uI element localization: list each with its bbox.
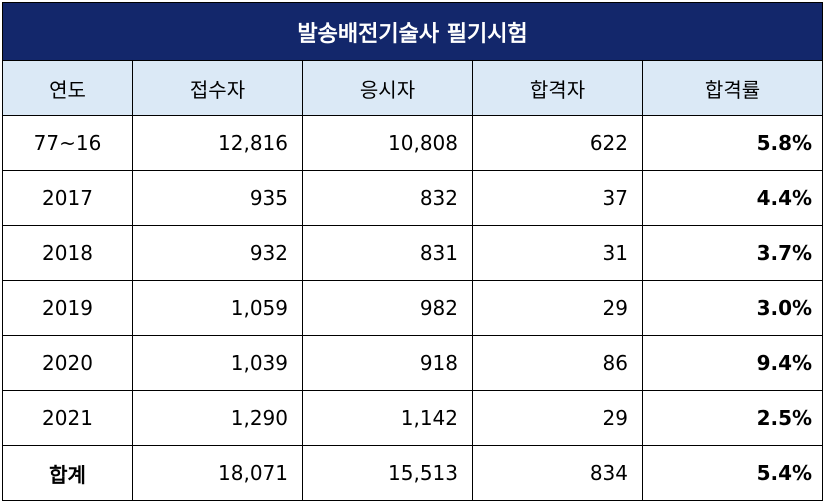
cell-year: 2019 bbox=[2, 280, 133, 336]
cell-examinees: 832 bbox=[302, 170, 473, 226]
table-row: 2019 1,059 982 29 3.0% bbox=[2, 280, 824, 336]
cell-examinees: 982 bbox=[302, 280, 473, 336]
cell-total-pass-rate: 5.4% bbox=[641, 445, 824, 501]
cell-total-label: 합계 bbox=[2, 445, 133, 501]
cell-applicants: 932 bbox=[132, 225, 303, 281]
header-passers: 합격자 bbox=[472, 60, 643, 116]
cell-examinees: 1,142 bbox=[302, 390, 473, 446]
cell-applicants: 12,816 bbox=[132, 115, 303, 171]
cell-year: 2020 bbox=[2, 335, 133, 391]
cell-passers: 29 bbox=[472, 390, 643, 446]
cell-examinees: 831 bbox=[302, 225, 473, 281]
cell-passers: 37 bbox=[472, 170, 643, 226]
header-examinees: 응시자 bbox=[302, 60, 473, 116]
title-row: 발송배전기술사 필기시험 bbox=[1, 2, 824, 61]
cell-total-examinees: 15,513 bbox=[302, 445, 473, 501]
cell-year: 2021 bbox=[2, 390, 133, 446]
header-pass-rate: 합격률 bbox=[641, 60, 824, 116]
cell-pass-rate: 3.7% bbox=[641, 225, 824, 281]
table-row: 2017 935 832 37 4.4% bbox=[2, 170, 824, 226]
cell-total-passers: 834 bbox=[472, 445, 643, 501]
total-row: 합계 18,071 15,513 834 5.4% bbox=[2, 445, 824, 501]
cell-examinees: 918 bbox=[302, 335, 473, 391]
cell-pass-rate: 2.5% bbox=[641, 390, 824, 446]
table-row: 2021 1,290 1,142 29 2.5% bbox=[2, 390, 824, 446]
header-row: 연도 접수자 응시자 합격자 합격률 bbox=[2, 60, 824, 116]
cell-pass-rate: 4.4% bbox=[641, 170, 824, 226]
cell-applicants: 1,039 bbox=[132, 335, 303, 391]
cell-pass-rate: 9.4% bbox=[641, 335, 824, 391]
cell-pass-rate: 3.0% bbox=[641, 280, 824, 336]
cell-year: 2018 bbox=[2, 225, 133, 281]
cell-passers: 31 bbox=[472, 225, 643, 281]
cell-applicants: 1,059 bbox=[132, 280, 303, 336]
table-row: 2020 1,039 918 86 9.4% bbox=[2, 335, 824, 391]
cell-passers: 622 bbox=[472, 115, 643, 171]
cell-examinees: 10,808 bbox=[302, 115, 473, 171]
cell-applicants: 935 bbox=[132, 170, 303, 226]
cell-year: 77~16 bbox=[2, 115, 133, 171]
header-year: 연도 bbox=[2, 60, 133, 116]
cell-year: 2017 bbox=[2, 170, 133, 226]
header-applicants: 접수자 bbox=[132, 60, 303, 116]
table-title: 발송배전기술사 필기시험 bbox=[1, 2, 824, 61]
cell-passers: 29 bbox=[472, 280, 643, 336]
cell-applicants: 1,290 bbox=[132, 390, 303, 446]
cell-pass-rate: 5.8% bbox=[641, 115, 824, 171]
table-row: 2018 932 831 31 3.7% bbox=[2, 225, 824, 281]
cell-total-applicants: 18,071 bbox=[132, 445, 303, 501]
table-row: 77~16 12,816 10,808 622 5.8% bbox=[2, 115, 824, 171]
cell-passers: 86 bbox=[472, 335, 643, 391]
